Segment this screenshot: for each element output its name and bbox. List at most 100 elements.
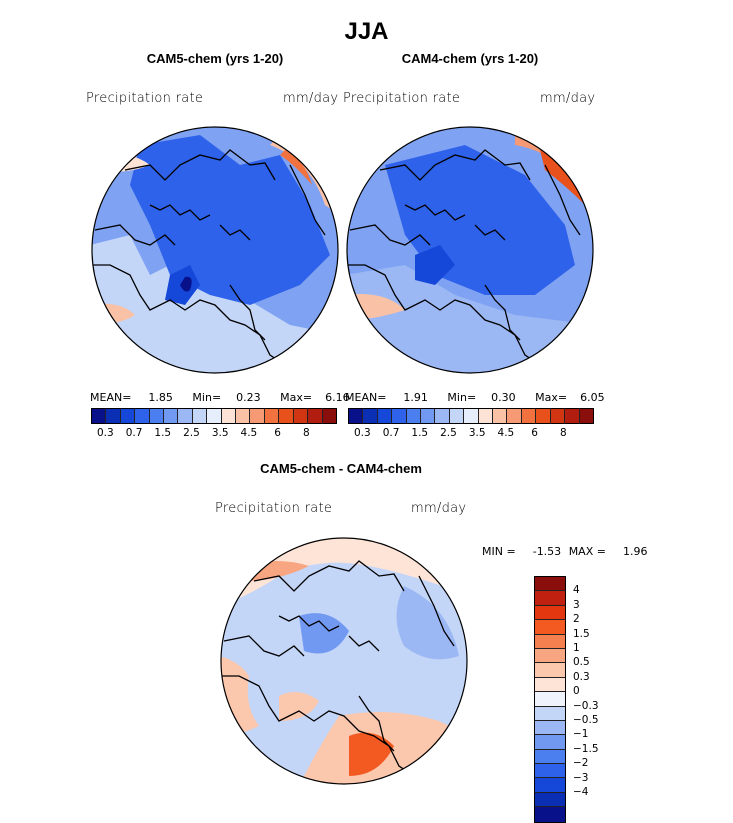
diff-warm-south-core xyxy=(349,732,394,776)
diff-colorbar-swatch xyxy=(535,792,565,808)
cam4-colorbar-ticks: 0.3 0.7 1.5 2.5 3.5 4.5 6 8 xyxy=(348,427,592,441)
diff-colorbar-tick-label: −0.3 xyxy=(573,699,599,712)
cam4-max-label: Max= xyxy=(535,391,568,404)
cam5-deepest-region xyxy=(180,276,192,292)
cam5-colorbar-tick-label: 0.3 xyxy=(96,427,114,439)
diff-colorbar-tick-label: −1.5 xyxy=(573,742,599,755)
cam5-colorbar-swatch xyxy=(308,409,323,423)
cam5-core-region xyxy=(130,135,330,305)
cam5-min-label: Min= xyxy=(192,391,222,404)
cam4-colorbar-swatch xyxy=(363,409,378,423)
diff-colorbar-swatch xyxy=(535,634,565,649)
cam4-light-region xyxy=(347,265,593,373)
diff-colorbar-swatch xyxy=(535,706,565,721)
diff-units-label: mm/day xyxy=(411,501,467,516)
diff-precip-map xyxy=(220,537,468,785)
diff-cool-center xyxy=(299,613,349,654)
diff-colorbar-ticks: 4 3 2 1.5 1 0.5 0.3 0 −0.3 −0.5 −1 −1.5 −2 −3 −4 xyxy=(573,576,613,822)
diff-colorbar-swatch xyxy=(535,648,565,664)
cam4-colorbar-swatch xyxy=(507,409,522,423)
cam4-colorbar-swatch xyxy=(349,409,364,423)
cam4-colorbar-swatch xyxy=(565,409,580,423)
cam5-colorbar-tick-label: 2.5 xyxy=(183,427,200,439)
cam4-precip-map xyxy=(346,126,594,374)
cam5-min-value: 0.23 xyxy=(236,391,261,404)
cam5-precip-map xyxy=(91,126,339,374)
cam5-stats: MEAN= 1.85 Min= 0.23 Max= 6.16 xyxy=(90,391,350,404)
cam5-colorbar-swatch xyxy=(92,409,107,423)
diff-cool-ne xyxy=(396,586,459,660)
cam4-colorbar-tick-label: 3.5 xyxy=(468,427,486,439)
cam4-colorbar xyxy=(348,408,594,424)
diff-colorbar-swatch xyxy=(535,692,565,707)
cam4-max-region xyxy=(415,245,455,285)
diff-min-label: MIN = xyxy=(482,545,516,558)
cam4-colorbar-tick-label: 4.5 xyxy=(497,427,515,439)
diff-colorbar-tick-label: −3 xyxy=(573,771,589,784)
panel-title-cam5: CAM5-chem (yrs 1-20) xyxy=(146,51,284,66)
cam5-colorbar-swatch xyxy=(279,409,294,423)
diff-colorbar-tick-label: −2 xyxy=(573,757,589,770)
cam4-units-label: mm/day xyxy=(540,91,596,106)
cam4-colorbar-swatch xyxy=(421,409,436,423)
figure-title: JJA xyxy=(344,18,389,45)
cam4-colorbar-swatch xyxy=(536,409,551,423)
diff-colorbar-swatch xyxy=(535,620,565,635)
diff-colorbar xyxy=(534,576,566,823)
diff-map-outline xyxy=(220,537,468,785)
cam4-colorbar-swatch xyxy=(493,409,508,423)
diff-colorbar-swatch xyxy=(535,764,565,779)
cam5-colorbar-swatch xyxy=(322,409,336,423)
diff-colorbar-tick-label: 0 xyxy=(573,685,580,698)
panel-title-cam4: CAM4-chem (yrs 1-20) xyxy=(401,51,539,66)
diff-colorbar-swatch xyxy=(535,807,565,822)
cam5-colorbar-tick-label: 1.5 xyxy=(154,427,172,439)
cam5-colorbar-swatch xyxy=(192,409,208,423)
diff-colorbar-tick-label: 0.5 xyxy=(573,656,590,669)
cam5-colorbar-swatch xyxy=(149,409,165,423)
diff-colorbar-swatch xyxy=(535,663,565,678)
cam4-colorbar-swatch xyxy=(449,409,465,423)
diff-max-label: MAX = xyxy=(568,545,606,558)
cam5-colorbar-swatch xyxy=(164,409,179,423)
diff-panel-title: CAM5-chem - CAM4-chem xyxy=(260,461,422,476)
cam4-colorbar-swatch xyxy=(392,409,407,423)
diff-colorbar-tick-label: −1 xyxy=(573,728,589,741)
cam4-colorbar-swatch xyxy=(464,409,479,423)
cam4-colorbar-swatch xyxy=(579,409,593,423)
diff-colorbar-swatch xyxy=(535,735,565,750)
diff-colorbar-tick-label: −0.5 xyxy=(573,714,599,726)
cam4-coastlines xyxy=(347,149,581,366)
cam4-colorbar-tick-label: 1.5 xyxy=(411,427,429,439)
cam5-variable-label: Precipitation rate xyxy=(86,91,204,106)
cam5-colorbar-swatch xyxy=(178,409,193,423)
diff-variable-label: Precipitation rate xyxy=(215,501,333,516)
cam5-colorbar-tick-label: 6 xyxy=(274,427,281,439)
diff-colorbar-swatch xyxy=(535,749,565,765)
diff-coastlines xyxy=(221,560,455,777)
cam5-colorbar-swatch xyxy=(264,409,280,423)
cam4-map-outline xyxy=(346,126,594,374)
cam4-warm-ne-core xyxy=(540,150,585,205)
diff-colorbar-tick-label: 4 xyxy=(573,584,580,597)
diff-warm-sw xyxy=(279,692,319,721)
cam4-colorbar-tick-label: 2.5 xyxy=(440,427,457,439)
cam4-colorbar-swatch xyxy=(521,409,537,423)
diff-colorbar-swatch xyxy=(535,778,565,793)
cam4-mean-label: MEAN= xyxy=(345,391,387,404)
cam5-colorbar-swatch xyxy=(120,409,136,423)
cam4-colorbar-swatch xyxy=(377,409,393,423)
cam4-colorbar-tick-label: 0.3 xyxy=(353,427,371,439)
cam4-colorbar-swatch xyxy=(478,409,494,423)
diff-colorbar-swatch xyxy=(535,591,565,606)
cam5-colorbar-tick-label: 4.5 xyxy=(240,427,258,439)
cam4-colorbar-swatch xyxy=(406,409,422,423)
cam4-mean-value: 1.91 xyxy=(403,391,428,404)
cam5-colorbar-swatch xyxy=(135,409,150,423)
cam4-colorbar-swatch xyxy=(550,409,566,423)
diff-colorbar-tick-label: 3 xyxy=(573,598,580,611)
cam4-colorbar-tick-label: 0.7 xyxy=(382,427,400,439)
cam5-mean-label: MEAN= xyxy=(90,391,132,404)
cam4-min-value: 0.30 xyxy=(491,391,516,404)
diff-colorbar-tick-label: 0.3 xyxy=(573,670,590,683)
